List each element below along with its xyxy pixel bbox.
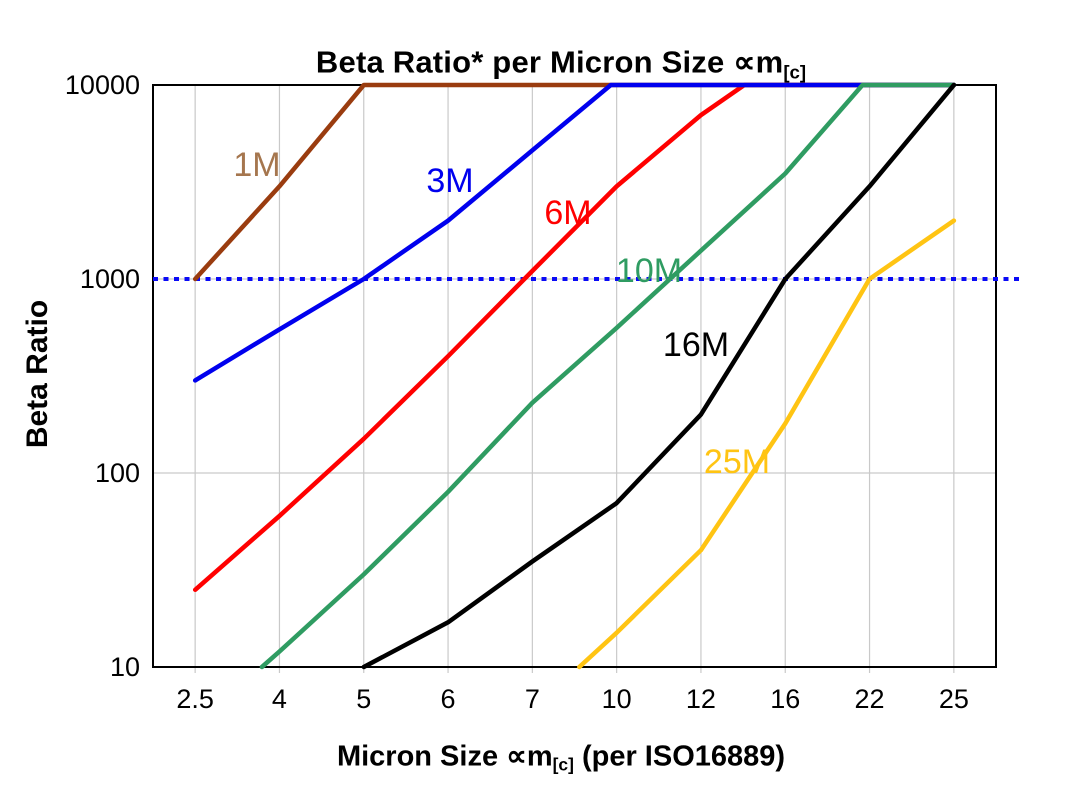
series-line-25M [577, 218, 957, 670]
series-line-3M [192, 82, 957, 383]
chart-title-subscript: [c] [783, 61, 807, 83]
x-axis-title-subscript: [c] [552, 754, 574, 775]
y-axis-title: Beta Ratio [21, 299, 54, 449]
series-line-16M [361, 82, 957, 670]
series-line-10M [259, 82, 957, 670]
x-axis-title-post: (per ISO16889) [573, 740, 786, 773]
x-axis-title-pre: Micron Size ∝m [336, 740, 553, 773]
chart-title-main: Beta Ratio* per Micron Size ∝m [315, 44, 784, 80]
series-line-6M [192, 82, 957, 593]
chart-title: Beta Ratio* per Micron Size ∝m[c] [316, 45, 806, 84]
x-axis-title: Micron Size ∝m[c] (per ISO16889) [337, 738, 785, 775]
